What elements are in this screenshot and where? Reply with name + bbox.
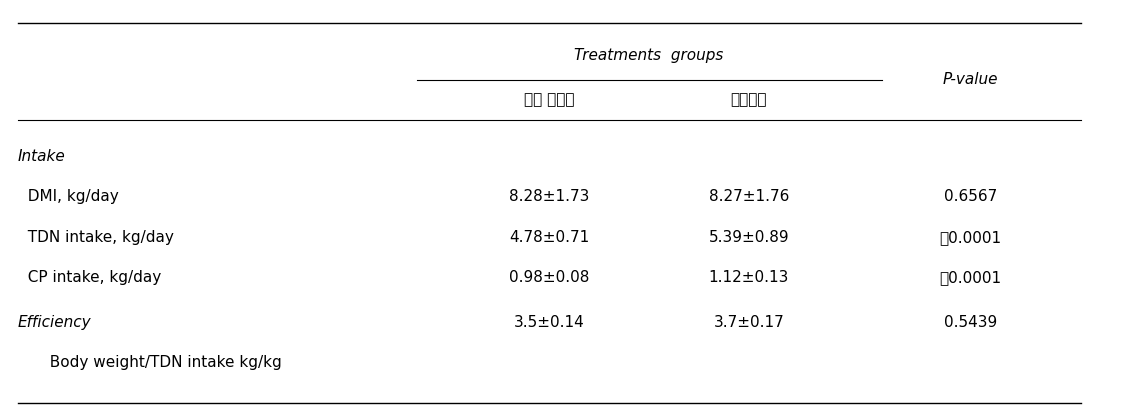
Text: Intake: Intake [18, 149, 66, 164]
Text: 0.6567: 0.6567 [944, 189, 997, 204]
Text: 3.5±0.14: 3.5±0.14 [515, 315, 585, 330]
Text: TDN intake, kg/day: TDN intake, kg/day [18, 230, 174, 245]
Text: 5.39±0.89: 5.39±0.89 [708, 230, 789, 245]
Text: DMI, kg/day: DMI, kg/day [18, 189, 119, 204]
Text: 0.98±0.08: 0.98±0.08 [509, 270, 590, 285]
Text: P-value: P-value [943, 72, 998, 87]
Text: 0.5439: 0.5439 [944, 315, 997, 330]
Text: Treatments  groups: Treatments groups [574, 48, 724, 63]
Text: CP intake, kg/day: CP intake, kg/day [18, 270, 161, 285]
Text: 4.78±0.71: 4.78±0.71 [509, 230, 590, 245]
Text: 1.12±0.13: 1.12±0.13 [708, 270, 789, 285]
Text: 고에너지: 고에너지 [731, 92, 767, 107]
Text: 〨0.0001: 〨0.0001 [939, 230, 1001, 245]
Text: 8.27±1.76: 8.27±1.76 [708, 189, 789, 204]
Text: 3.7±0.17: 3.7±0.17 [713, 315, 784, 330]
Text: 표준 에너지: 표준 에너지 [525, 92, 575, 107]
Text: 8.28±1.73: 8.28±1.73 [509, 189, 590, 204]
Text: Body weight/TDN intake kg/kg: Body weight/TDN intake kg/kg [40, 355, 281, 370]
Text: Efficiency: Efficiency [18, 315, 92, 330]
Text: 〨0.0001: 〨0.0001 [939, 270, 1001, 285]
